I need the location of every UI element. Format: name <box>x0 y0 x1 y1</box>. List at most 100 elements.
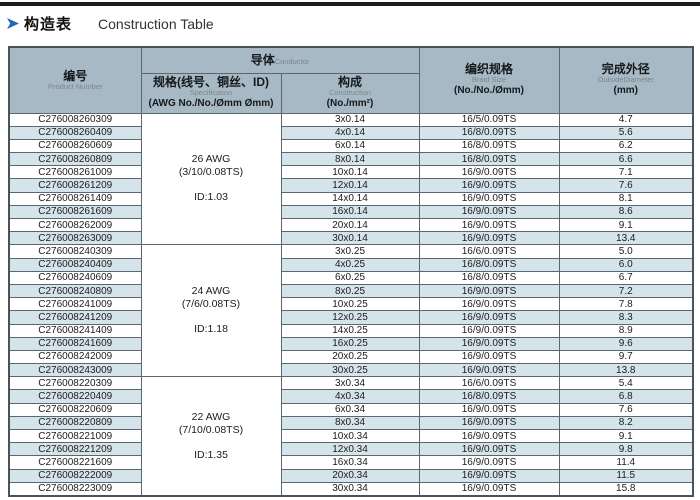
construction-cell: 12x0.34 <box>280 442 420 457</box>
braid-cell: 16/8/0.09TS <box>418 125 560 140</box>
braid-cell: 16/8/0.09TS <box>418 270 560 285</box>
spec-strand: (7/10/0.08TS) <box>178 423 244 436</box>
od-cell: 13.4 <box>558 231 694 246</box>
od-cell: 9.7 <box>558 349 694 365</box>
od-cell: 6.2 <box>558 138 694 154</box>
table-row: C276008240609 6x0.25 16/8/0.09TS 6.7 <box>8 270 694 285</box>
construction-cell: 10x0.14 <box>280 165 420 180</box>
od-cell: 8.2 <box>558 415 694 431</box>
header-product-zh: 编号 <box>63 68 88 83</box>
od-cell: 9.6 <box>558 336 694 351</box>
braid-cell: 16/9/0.09TS <box>418 191 560 206</box>
header-spec-en: Specification <box>189 88 233 97</box>
header-outside-diameter: 完成外径 OutsideDiameter (mm) <box>558 46 694 114</box>
braid-cell: 16/6/0.09TS <box>418 376 560 391</box>
braid-cell: 16/9/0.09TS <box>418 204 560 220</box>
construction-cell: 30x0.25 <box>280 363 420 378</box>
table-row: C276008261609 16x0.14 16/9/0.09TS 8.6 <box>8 204 694 220</box>
table-row: C276008241209 12x0.25 16/9/0.09TS 8.3 <box>8 310 694 325</box>
od-cell: 11.5 <box>558 468 694 483</box>
header-conductor-en: Conductor <box>274 57 310 67</box>
header-braid-en: Braid Size <box>471 75 507 85</box>
construction-cell: 4x0.25 <box>280 257 420 272</box>
construction-cell: 4x0.14 <box>280 125 420 140</box>
header-construction-zh: 构成 <box>337 75 362 89</box>
braid-cell: 16/9/0.09TS <box>418 217 560 233</box>
table-row: C276008241609 16x0.25 16/9/0.09TS 9.6 <box>8 336 694 351</box>
braid-cell: 16/9/0.09TS <box>418 468 560 483</box>
table-row: C276008263009 30x0.14 16/9/0.09TS 13.4 <box>8 231 694 246</box>
table-row: C276008242009 20x0.25 16/9/0.09TS 9.7 <box>8 349 694 365</box>
construction-cell: 8x0.34 <box>280 415 420 431</box>
header-spec-zh: 规格(线号、铜丝、ID) <box>153 75 269 89</box>
product-number-cell: C276008261209 <box>8 178 142 193</box>
od-cell: 9.1 <box>558 428 694 444</box>
header-spec-unit: (AWG No./No./Ømm Ømm) <box>148 98 274 109</box>
blue-arrow-icon <box>7 18 19 29</box>
od-cell: 9.8 <box>558 442 694 457</box>
od-cell: 11.4 <box>558 455 694 470</box>
header-product-number: 编号 Product Number <box>8 46 142 114</box>
header-braid-unit: (No./No./Ømm) <box>454 85 524 97</box>
product-number-cell: C276008240609 <box>8 270 142 285</box>
od-cell: 8.9 <box>558 323 694 338</box>
product-number-cell: C276008262009 <box>8 217 142 233</box>
braid-cell: 16/9/0.09TS <box>418 481 560 497</box>
braid-cell: 16/9/0.09TS <box>418 442 560 457</box>
od-cell: 5.6 <box>558 125 694 140</box>
product-number-cell: C276008261409 <box>8 191 142 206</box>
construction-cell: 12x0.14 <box>280 178 420 193</box>
spec-id: ID:1.03 <box>194 191 228 204</box>
product-number-cell: C276008220609 <box>8 402 142 417</box>
spec-strand: (3/10/0.08TS) <box>178 166 244 179</box>
od-cell: 5.0 <box>558 244 694 259</box>
conductor-spec-cell: 22 AWG (7/10/0.08TS) ID:1.35 <box>140 376 282 497</box>
braid-cell: 16/9/0.09TS <box>418 178 560 193</box>
header-diameter-en: OutsideDiameter <box>597 75 654 85</box>
braid-cell: 16/8/0.09TS <box>418 152 560 167</box>
construction-cell: 20x0.14 <box>280 217 420 233</box>
braid-cell: 16/9/0.09TS <box>418 428 560 444</box>
table-row: C276008220409 4x0.34 16/8/0.09TS 6.8 <box>8 389 694 404</box>
od-cell: 13.8 <box>558 363 694 378</box>
product-number-cell: C276008220809 <box>8 415 142 431</box>
spec-awg: 24 AWG <box>191 285 231 298</box>
product-number-cell: C276008260609 <box>8 138 142 154</box>
table-row: C276008223009 30x0.34 16/9/0.09TS 15.8 <box>8 481 694 497</box>
construction-cell: 6x0.14 <box>280 138 420 154</box>
od-cell: 7.2 <box>558 283 694 299</box>
construction-cell: 6x0.34 <box>280 402 420 417</box>
spec-awg: 26 AWG <box>191 153 231 166</box>
construction-cell: 3x0.14 <box>280 112 420 127</box>
od-cell: 6.7 <box>558 270 694 285</box>
construction-cell: 30x0.14 <box>280 231 420 246</box>
spec-strand: (7/6/0.08TS) <box>181 298 241 311</box>
braid-cell: 16/9/0.09TS <box>418 283 560 299</box>
table-row: C276008220309 22 AWG (7/10/0.08TS) ID:1.35 3… <box>8 376 694 497</box>
braid-cell: 16/8/0.09TS <box>418 389 560 404</box>
braid-cell: 16/9/0.09TS <box>418 402 560 417</box>
table-row: C276008220809 8x0.34 16/9/0.09TS 8.2 <box>8 415 694 431</box>
table-row: C276008243009 30x0.25 16/9/0.09TS 13.8 <box>8 363 694 378</box>
conductor-spec-cell: 24 AWG (7/6/0.08TS) ID:1.18 <box>140 244 282 378</box>
product-number-cell: C276008242009 <box>8 349 142 365</box>
construction-table: 编号 Product Number 导体Conductor 编织规格 Braid… <box>8 46 694 497</box>
section-title: 构造表 Construction Table <box>7 13 214 34</box>
braid-cell: 16/9/0.09TS <box>418 415 560 431</box>
construction-cell: 10x0.25 <box>280 297 420 312</box>
construction-cell: 16x0.14 <box>280 204 420 220</box>
braid-cell: 16/9/0.09TS <box>418 231 560 246</box>
od-cell: 6.6 <box>558 152 694 167</box>
product-number-cell: C276008260809 <box>8 152 142 167</box>
table-header: 编号 Product Number 导体Conductor 编织规格 Braid… <box>8 46 694 114</box>
header-conductor: 导体Conductor <box>140 46 420 74</box>
od-cell: 8.6 <box>558 204 694 220</box>
header-diameter-unit: (mm) <box>613 85 638 97</box>
table-row: C276008261009 10x0.14 16/9/0.09TS 7.1 <box>8 165 694 180</box>
header-braid-zh: 编织规格 <box>464 62 513 77</box>
product-number-cell: C276008243009 <box>8 363 142 378</box>
product-number-cell: C276008261609 <box>8 204 142 220</box>
construction-cell: 16x0.34 <box>280 455 420 470</box>
braid-cell: 16/9/0.09TS <box>418 165 560 180</box>
